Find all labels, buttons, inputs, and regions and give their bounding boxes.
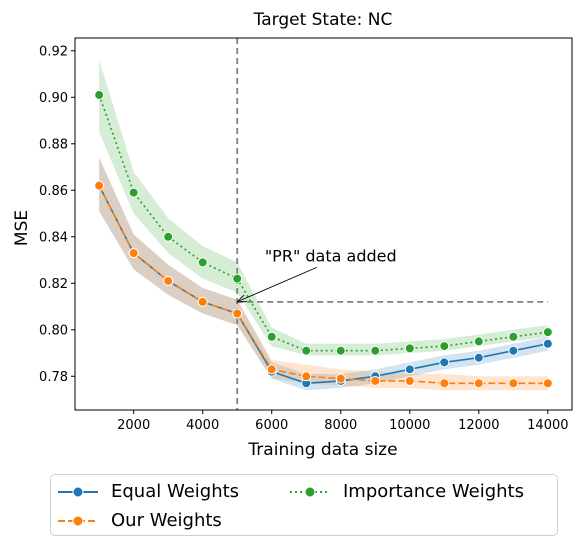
data-point-our-weights <box>439 378 450 389</box>
data-point-equal-weights <box>473 352 484 363</box>
data-point-importance-weights <box>542 327 553 338</box>
annotation-text: "PR" data added <box>265 246 397 265</box>
chart-title: Target State: NC <box>253 10 393 30</box>
annotation: "PR" data added <box>236 246 397 303</box>
legend-item-importance-weights: Importance Weights <box>289 481 524 502</box>
data-point-our-weights <box>301 371 312 382</box>
x-tick-label: 8000 <box>324 418 357 433</box>
band-importance-weights <box>99 60 548 356</box>
series-lines <box>98 94 548 385</box>
data-point-importance-weights <box>473 336 484 347</box>
data-point-importance-weights <box>266 331 277 342</box>
data-point-equal-weights <box>542 338 553 349</box>
y-tick-label: 0.82 <box>39 277 68 292</box>
x-tick-label: 6000 <box>255 418 288 433</box>
y-tick-label: 0.78 <box>39 370 68 385</box>
data-point-our-weights <box>370 375 381 386</box>
y-tick-label: 0.80 <box>39 323 68 338</box>
legend-item-equal-weights: Equal Weights <box>57 481 239 502</box>
legend: Equal Weights Our Weights Importance Wei… <box>50 474 558 536</box>
legend-item-our-weights: Our Weights <box>57 510 222 531</box>
data-point-importance-weights <box>94 89 105 100</box>
data-point-our-weights <box>473 378 484 389</box>
data-point-importance-weights <box>197 257 208 268</box>
data-point-importance-weights <box>335 345 346 356</box>
legend-label-importance-weights: Importance Weights <box>343 481 524 502</box>
data-point-importance-weights <box>439 341 450 352</box>
data-point-equal-weights <box>439 357 450 368</box>
legend-swatch-our-weights <box>58 515 98 526</box>
x-tick-label: 12000 <box>458 418 499 433</box>
y-tick-label: 0.84 <box>39 230 68 245</box>
data-point-our-weights <box>335 373 346 384</box>
data-point-equal-weights <box>404 364 415 375</box>
legend-label-our-weights: Our Weights <box>111 510 222 531</box>
series-line-our-weights <box>98 185 548 385</box>
data-point-our-weights <box>128 248 139 259</box>
legend-swatch-equal-weights <box>58 486 98 497</box>
data-point-our-weights <box>232 308 243 319</box>
y-tick-label: 0.86 <box>39 184 68 199</box>
x-axis-label: Training data size <box>247 440 397 460</box>
data-point-importance-weights <box>128 187 139 198</box>
data-point-our-weights <box>163 275 174 286</box>
confidence-bands <box>99 60 548 391</box>
data-point-our-weights <box>404 375 415 386</box>
data-point-our-weights <box>94 180 105 191</box>
y-tick-label: 0.92 <box>39 44 68 59</box>
data-point-our-weights <box>542 378 553 389</box>
data-point-importance-weights <box>508 331 519 342</box>
legend-swatch-importance-weights <box>290 486 330 497</box>
data-point-importance-weights <box>404 343 415 354</box>
y-axis-label: MSE <box>12 210 32 246</box>
series-line-importance-weights <box>98 94 548 352</box>
data-point-our-weights <box>266 364 277 375</box>
reference-lines <box>236 38 548 410</box>
data-point-our-weights <box>197 296 208 307</box>
chart: 2000 4000 6000 8000 10000 12000 14000 0.78 0.80 0… <box>12 10 573 460</box>
data-point-importance-weights <box>232 273 243 284</box>
plot-frame <box>74 37 573 411</box>
annotation-arrow-head <box>236 294 247 303</box>
x-tick-label: 4000 <box>186 418 219 433</box>
x-tick-label: 2000 <box>117 418 150 433</box>
data-point-equal-weights <box>508 345 519 356</box>
y-tick-label: 0.90 <box>39 91 68 106</box>
data-point-importance-weights <box>163 231 174 242</box>
data-point-importance-weights <box>301 345 312 356</box>
data-point-our-weights <box>508 378 519 389</box>
data-point-importance-weights <box>370 345 381 356</box>
annotation-arrow-line <box>239 266 318 302</box>
axes: 2000 4000 6000 8000 10000 12000 14000 0.78 0.80 0… <box>39 37 573 433</box>
legend-label-equal-weights: Equal Weights <box>111 481 240 502</box>
x-tick-label: 14000 <box>527 418 568 433</box>
x-tick-label: 10000 <box>389 418 430 433</box>
y-tick-label: 0.88 <box>39 137 68 152</box>
series-markers <box>94 89 553 389</box>
